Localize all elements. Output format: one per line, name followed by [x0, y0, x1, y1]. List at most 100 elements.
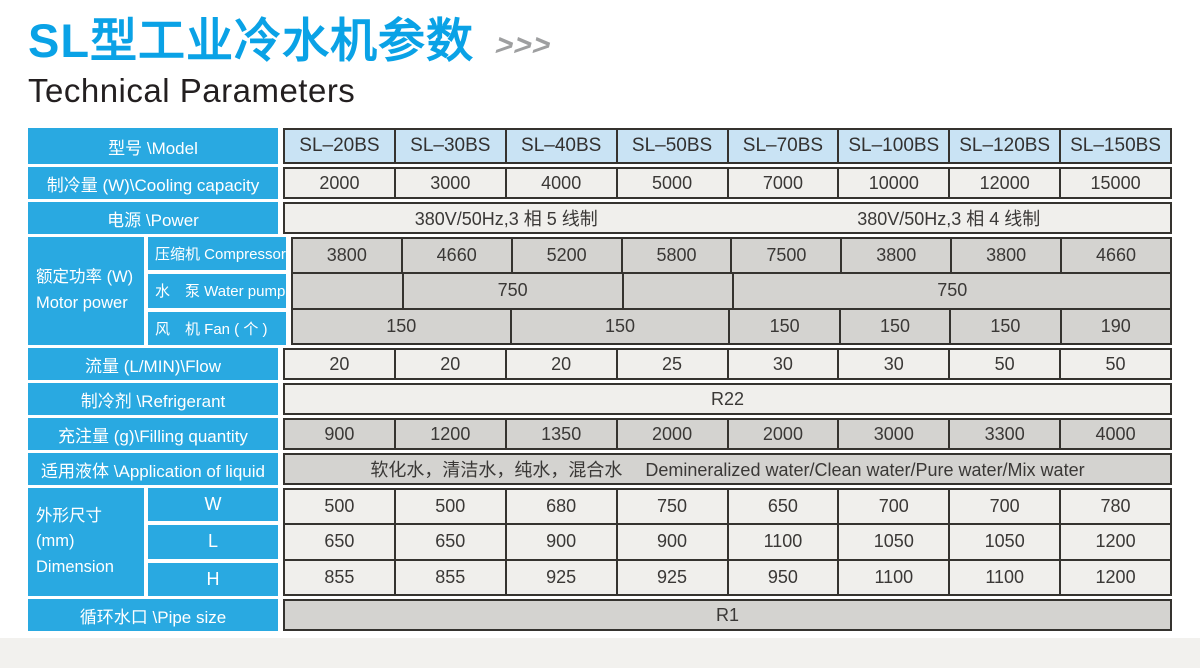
- page-title: SL型工业冷水机参数: [28, 14, 475, 67]
- row-compressor: 3800 4660 5200 5800 7500 3800 3800 4660: [293, 239, 1170, 273]
- section-dimension: 外形尺寸 (mm) Dimension W L H 500 500 680 75…: [28, 488, 1172, 596]
- spec-table: 型号 \Model SL–20BS SL–30BS SL–40BS SL–50B…: [28, 128, 1172, 631]
- value-cell: 2000: [319, 172, 360, 193]
- value-cell: 1350: [504, 420, 616, 448]
- row-dimension-l: 650 650 900 900 1100 1050 1050 1200: [285, 523, 1170, 559]
- filling-row-label: 充注量 (g)\Filling quantity: [28, 418, 278, 450]
- value-cell: 150: [838, 309, 949, 343]
- model-cell: SL–150BS: [1059, 130, 1170, 162]
- row-pipe-size: 循环水口 \Pipe size R1: [28, 599, 1172, 631]
- water-pump-label: 水 泵 Water pump: [148, 274, 286, 308]
- value-cell: 855: [324, 566, 355, 587]
- row-application-liquid: 适用液体 \Application of liquid 软化水，清洁水，纯水，混…: [28, 453, 1172, 485]
- value-cell: 1100: [837, 560, 948, 594]
- dimension-l-label: L: [148, 525, 278, 559]
- value-cell: 4660: [1060, 239, 1170, 273]
- refrigerant-value-cell: R22: [710, 388, 745, 409]
- row-dimension-w: 500 500 680 750 650 700 700 780: [285, 490, 1170, 524]
- row-refrigerant: 制冷剂 \Refrigerant R22: [28, 383, 1172, 415]
- row-power: 电源 \Power 380V/50Hz,3 相 5 线制 380V/50Hz,3…: [28, 202, 1172, 234]
- value-cell: 925: [615, 560, 727, 594]
- power-row-label: 电源 \Power: [28, 202, 278, 234]
- value-cell: 150: [509, 309, 729, 343]
- value-cell: 900: [615, 525, 727, 559]
- power-right-cell: 380V/50Hz,3 相 4 线制: [857, 209, 1041, 229]
- value-cell: 1100: [948, 560, 1059, 594]
- value-cell: 1100: [726, 525, 838, 559]
- row-dimension-h: 855 855 925 925 950 1100 1100 1200: [285, 558, 1170, 594]
- value-cell: 3300: [948, 420, 1059, 448]
- value-cell: 12000: [948, 169, 1059, 197]
- value-cell: 855: [393, 560, 505, 594]
- model-cell: SL–100BS: [837, 130, 948, 162]
- model-cell: SL–40BS: [504, 130, 616, 162]
- footer-band: [0, 638, 1200, 668]
- value-cell: 3000: [837, 420, 948, 448]
- motor-power-label-cn: 额定功率 (W): [36, 268, 134, 287]
- value-cell: 150: [386, 315, 417, 336]
- model-cell: SL–30BS: [393, 130, 505, 162]
- value-cell: 5200: [510, 239, 621, 273]
- value-cell: 700: [837, 490, 948, 524]
- model-row-label: 型号 \Model: [28, 128, 278, 164]
- value-cell: 1200: [1059, 560, 1170, 594]
- value-cell: 650: [324, 531, 355, 552]
- value-cell: 15000: [1059, 169, 1170, 197]
- fan-label: 风 机 Fan ( 个 ): [148, 311, 286, 345]
- row-flow: 流量 (L/MIN)\Flow 20 20 20 25 30 30 50 50: [28, 348, 1172, 380]
- value-cell: [293, 274, 402, 307]
- value-cell: 500: [324, 496, 355, 517]
- row-model: 型号 \Model SL–20BS SL–30BS SL–40BS SL–50B…: [28, 128, 1172, 164]
- value-cell: 2000: [726, 420, 838, 448]
- value-cell: 1050: [837, 525, 948, 559]
- row-filling-quantity: 充注量 (g)\Filling quantity 900 1200 1350 2…: [28, 418, 1172, 450]
- section-motor-power: 额定功率 (W) Motor power 压缩机 Compressor 水 泵 …: [28, 237, 1172, 345]
- value-cell: 1050: [948, 525, 1059, 559]
- value-cell: 25: [615, 350, 727, 378]
- dimension-label-cn: 外形尺寸 (mm): [36, 506, 102, 551]
- row-water-pump: 750 750: [292, 272, 1170, 308]
- cooling-row-label: 制冷量 (W)\Cooling capacity: [28, 167, 278, 199]
- value-cell: 900: [324, 423, 355, 444]
- flow-row-label: 流量 (L/MIN)\Flow: [28, 348, 278, 380]
- value-cell: 20: [393, 350, 505, 378]
- value-cell: 3800: [326, 245, 367, 266]
- value-cell: 20: [329, 353, 350, 374]
- value-cell: 1200: [1059, 525, 1170, 559]
- dimension-h-label: H: [148, 562, 278, 596]
- motor-power-label: 额定功率 (W) Motor power: [28, 237, 144, 345]
- value-cell: 50: [948, 350, 1059, 378]
- value-cell: [621, 274, 733, 308]
- value-cell: 7000: [726, 169, 838, 197]
- value-cell: 150: [949, 309, 1059, 343]
- compressor-label: 压缩机 Compressor: [148, 237, 286, 271]
- value-cell: 4000: [1059, 420, 1170, 448]
- value-cell: 50: [1059, 350, 1170, 378]
- refrigerant-row-label: 制冷剂 \Refrigerant: [28, 383, 278, 415]
- model-cell: SL–70BS: [726, 130, 838, 162]
- value-cell: 3800: [840, 239, 950, 273]
- value-cell: 190: [1059, 309, 1170, 343]
- row-cooling-capacity: 制冷量 (W)\Cooling capacity 2000 3000 4000 …: [28, 167, 1172, 199]
- pipe-row-label: 循环水口 \Pipe size: [28, 599, 278, 631]
- page-subtitle: Technical Parameters: [28, 72, 356, 110]
- value-cell: 2000: [615, 420, 727, 448]
- value-cell: 750: [732, 274, 1170, 308]
- value-cell: 780: [1059, 490, 1170, 524]
- dimension-w-label: W: [148, 488, 278, 522]
- model-cell: SL–120BS: [948, 130, 1059, 162]
- chevrons-icon: >>>: [492, 29, 556, 63]
- model-cell: SL–50BS: [615, 130, 727, 162]
- value-cell: 5000: [615, 169, 727, 197]
- value-cell: 750: [615, 490, 727, 524]
- pipe-value-cell: R1: [715, 604, 739, 625]
- dimension-label: 外形尺寸 (mm) Dimension: [28, 488, 144, 596]
- value-cell: 150: [728, 309, 838, 343]
- value-cell: 650: [393, 525, 505, 559]
- value-cell: 5800: [620, 239, 731, 273]
- value-cell: 700: [948, 490, 1059, 524]
- value-cell: 650: [726, 490, 838, 524]
- liquid-row-label: 适用液体 \Application of liquid: [28, 453, 278, 485]
- value-cell: 1200: [393, 420, 505, 448]
- model-cell: SL–20BS: [299, 135, 380, 156]
